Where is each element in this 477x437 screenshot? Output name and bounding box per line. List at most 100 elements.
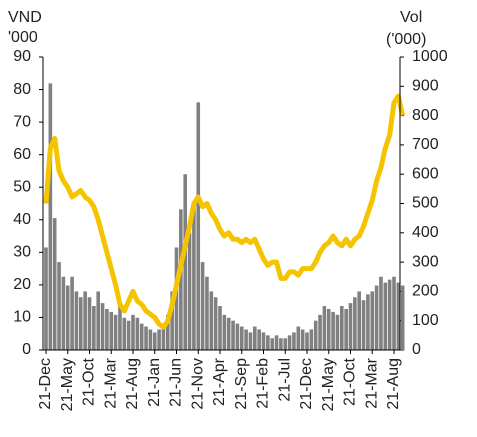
- x-tick-label: 21-Feb: [255, 358, 272, 409]
- x-tick-label: 21-Nov: [189, 358, 206, 410]
- x-tick-label: 21-Jun: [168, 358, 185, 407]
- volume-bar: [226, 317, 231, 350]
- x-tick-label: 21-Dec: [37, 358, 54, 410]
- volume-bar: [344, 308, 348, 350]
- y-tick-label: 70: [13, 113, 31, 130]
- volume-bar: [274, 335, 279, 350]
- volume-bar: [213, 297, 218, 350]
- volume-bar: [392, 276, 396, 350]
- volume-bar: [100, 303, 105, 350]
- volume-bar: [287, 335, 292, 350]
- volume-bar: [166, 314, 170, 350]
- volume-bar: [353, 297, 357, 350]
- volume-bar: [209, 291, 214, 350]
- y2-axis-label: Vol: [400, 9, 422, 26]
- volume-bar: [261, 332, 266, 350]
- volume-bar: [387, 279, 392, 350]
- volume-bar: [113, 314, 118, 350]
- x-tick-label: 21-May: [320, 358, 337, 411]
- x-tick-label: 21-Sep: [233, 358, 250, 410]
- volume-bar: [396, 282, 401, 350]
- volume-bar: [253, 326, 257, 350]
- volume-bar: [231, 320, 235, 350]
- x-tick-label: 21-Oct: [342, 357, 359, 406]
- volume-bar: [348, 303, 353, 350]
- volume-bar: [57, 262, 61, 350]
- volume-bar: [105, 308, 109, 350]
- volume-bar: [187, 232, 192, 350]
- x-tick-label: 21-Mar: [363, 357, 380, 408]
- volume-bar: [152, 332, 157, 350]
- y2-tick-label: 900: [412, 78, 439, 95]
- y-tick-label: 80: [13, 81, 31, 98]
- y-tick-label: 90: [13, 48, 31, 65]
- volume-bar: [52, 218, 57, 350]
- volume-bar: [383, 282, 388, 350]
- volume-bar: [109, 311, 114, 350]
- y2-tick-label: 1000: [412, 48, 448, 65]
- volume-bar: [148, 329, 153, 350]
- volume-bar: [118, 306, 122, 350]
- y2-tick-label: 0: [412, 341, 421, 358]
- y-axis-label: '000: [8, 29, 38, 46]
- volume-bar: [248, 332, 253, 350]
- y2-tick-label: 100: [412, 312, 439, 329]
- volume-bar: [44, 247, 48, 350]
- volume-bar: [222, 314, 227, 350]
- volume-bar: [92, 306, 96, 350]
- volume-bar: [361, 300, 366, 350]
- x-tick-label: 21-Dec: [298, 358, 315, 410]
- volume-bar: [357, 291, 361, 350]
- y-tick-label: 10: [13, 309, 31, 326]
- volume-bar: [218, 306, 222, 350]
- y2-tick-label: 200: [412, 283, 439, 300]
- volume-bar: [74, 291, 79, 350]
- y-tick-label: 60: [13, 146, 31, 163]
- volume-bar: [170, 291, 174, 350]
- volume-bar: [139, 323, 144, 350]
- volume-bar: [144, 326, 148, 350]
- volume-bar: [235, 323, 240, 350]
- y2-tick-label: 700: [412, 136, 439, 153]
- volume-bar: [122, 317, 127, 350]
- volume-bar: [326, 308, 331, 350]
- x-tick-label: 21-May: [59, 358, 76, 411]
- y-tick-label: 0: [22, 341, 31, 358]
- volume-bar: [244, 329, 248, 350]
- volume-bar: [292, 332, 296, 350]
- volume-bar: [131, 314, 135, 350]
- y-tick-label: 50: [13, 178, 31, 195]
- volume-bar: [200, 262, 205, 350]
- volume-bar: [296, 326, 301, 350]
- y2-tick-label: 600: [412, 165, 439, 182]
- volume-bar: [79, 297, 83, 350]
- volume-bar: [400, 285, 405, 350]
- volume-bar: [335, 314, 340, 350]
- volume-bar: [279, 338, 283, 350]
- volume-bar: [179, 209, 183, 350]
- volume-bar: [83, 291, 87, 350]
- volume-bar: [48, 83, 53, 351]
- volume-bar: [340, 306, 344, 350]
- volume-bar: [126, 320, 131, 350]
- y2-tick-label: 300: [412, 253, 439, 270]
- volume-bar: [374, 285, 379, 350]
- volume-bar: [270, 338, 274, 350]
- volume-bar: [305, 332, 309, 350]
- volume-bar: [61, 276, 66, 350]
- volume-bar: [192, 203, 196, 350]
- x-tick-label: 21-Mar: [102, 357, 119, 408]
- volume-bar: [196, 102, 201, 350]
- volume-bar: [157, 329, 161, 350]
- y-tick-label: 40: [13, 211, 31, 228]
- volume-bar: [300, 329, 305, 350]
- volume-bar: [379, 276, 383, 350]
- x-tick-label: 21-Aug: [124, 358, 141, 410]
- volume-bar: [70, 276, 74, 350]
- volume-bar: [135, 317, 140, 350]
- volume-bar: [331, 311, 335, 350]
- volume-bar: [266, 335, 270, 350]
- volume-bar: [318, 314, 322, 350]
- x-tick-label: 21-Jan: [146, 358, 163, 407]
